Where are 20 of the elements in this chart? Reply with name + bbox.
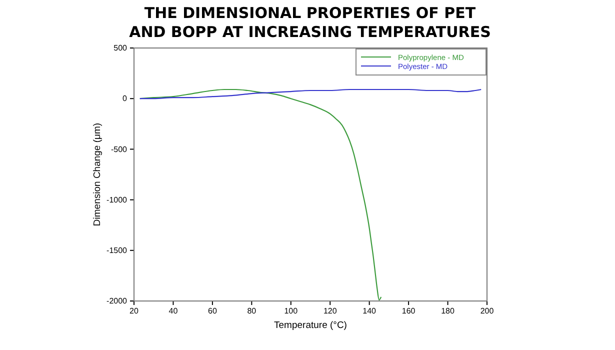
y-tick-label: 500: [114, 44, 128, 53]
x-tick-label: 20: [130, 306, 139, 316]
x-tick-label: 140: [362, 306, 377, 316]
y-axis-title: Dimension Change (μm): [92, 122, 103, 226]
y-tick-label: 0: [122, 94, 128, 104]
x-tick-label: 40: [168, 306, 178, 316]
x-tick-label: 60: [208, 306, 218, 316]
x-tick-label: 120: [323, 306, 338, 316]
x-tick-label: 100: [284, 306, 298, 316]
y-tick-label: -1000: [106, 195, 128, 204]
x-tick-label: 80: [247, 306, 257, 316]
x-tick-label: 160: [402, 306, 416, 316]
x-axis-title: Temperature (°C): [274, 320, 347, 331]
chart-title: THE DIMENSIONAL PROPERTIES OF PET AND BOPP AT INCREASING TEMPERATURES: [129, 4, 491, 41]
x-tick-label: 180: [441, 306, 455, 316]
line-series: [139, 88, 482, 100]
x-tick-label: 200: [480, 306, 494, 316]
y-tick-label: -1500: [106, 246, 128, 255]
y-tick-label: -500: [110, 144, 128, 154]
y-tick-label: -2000: [106, 296, 128, 306]
